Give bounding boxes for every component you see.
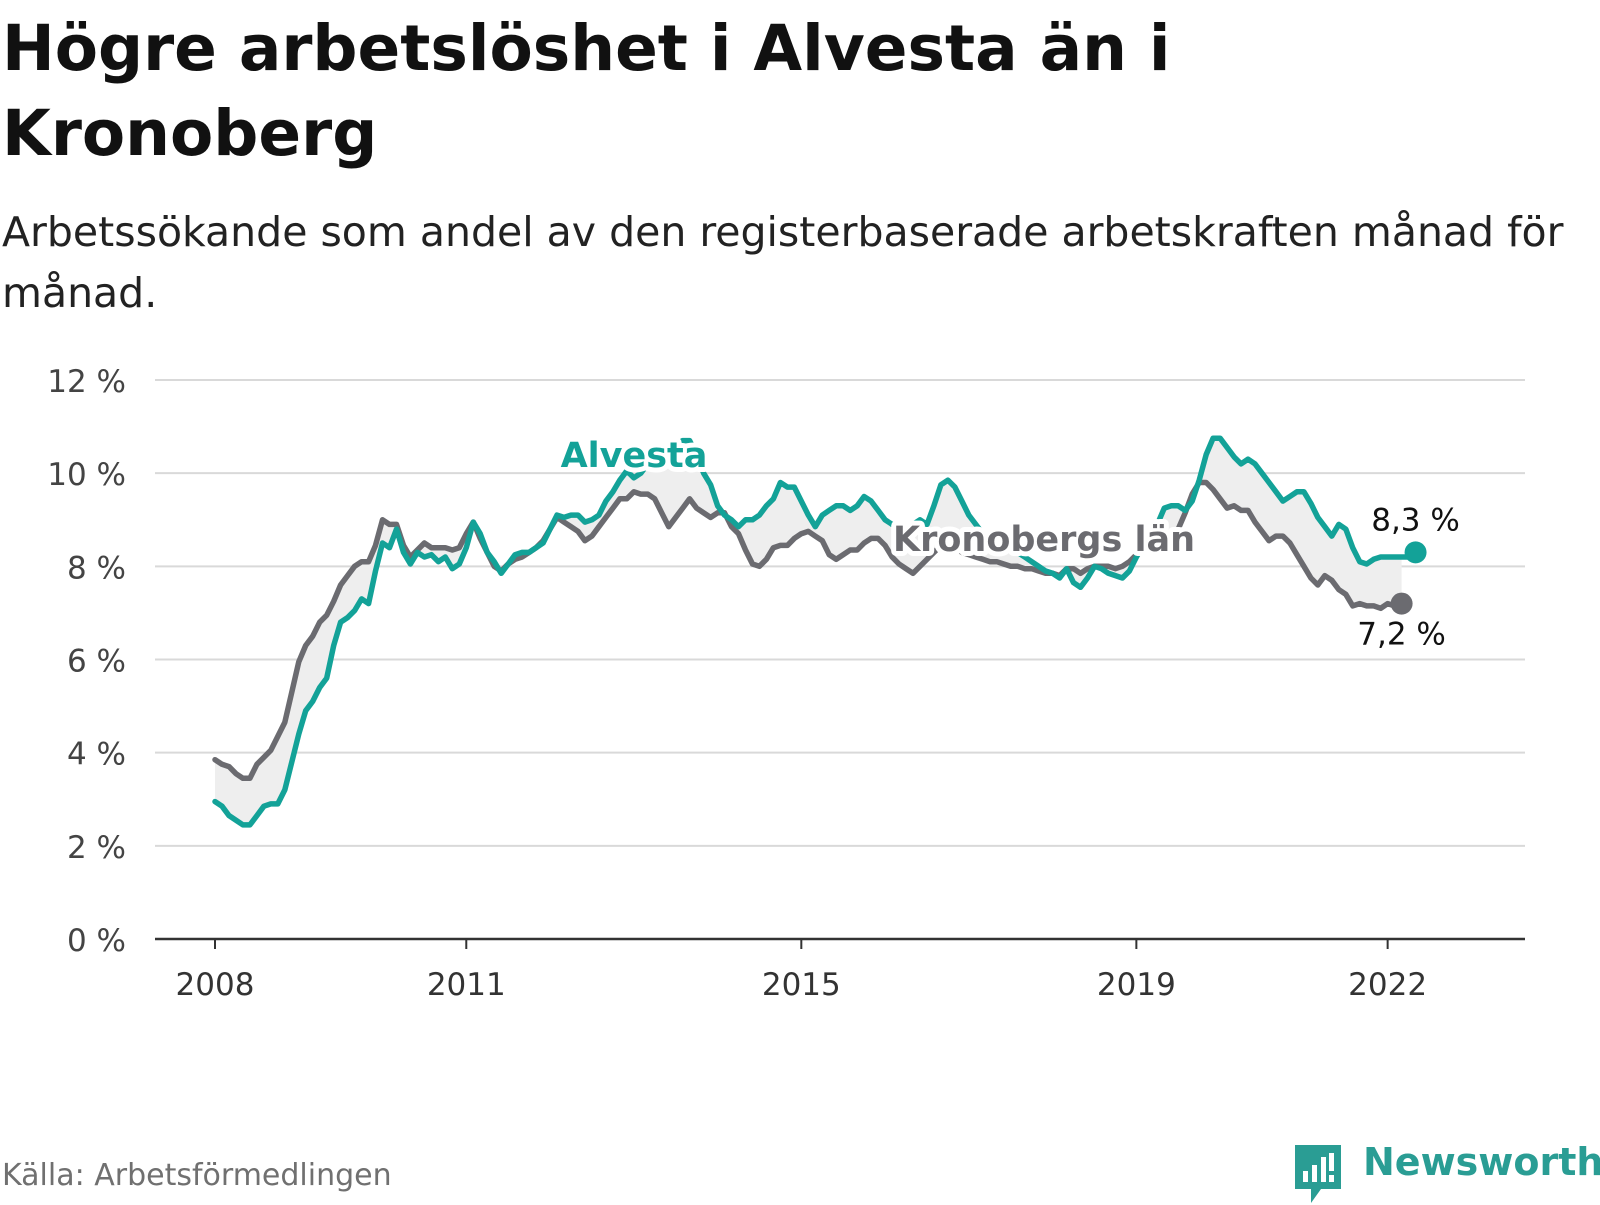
alvesta-series-label: Alvesta (561, 436, 708, 476)
y-tick-label: 12 % (47, 364, 126, 400)
chart-title: Högre arbetslöshet i Alvesta än i Kronob… (2, 12, 1171, 170)
y-tick-label: 6 % (67, 644, 126, 680)
kronoberg-series-label: Kronobergs län (893, 520, 1195, 560)
y-tick-label: 2 % (67, 830, 126, 866)
alvesta-end-label: 8,3 % (1371, 502, 1460, 538)
y-tick-label: 8 % (67, 550, 126, 586)
y-tick-label: 4 % (67, 737, 126, 773)
y-tick-label: 0 % (67, 923, 126, 959)
y-axis: 0 % 2 % 4 % 6 % 8 % 10 % 12 % (47, 364, 126, 959)
kronoberg-line (212, 479, 1405, 782)
alvesta-line (212, 435, 1419, 828)
source-note: Källa: Arbetsförmedlingen (2, 1158, 392, 1193)
x-tick-label: 2015 (762, 967, 841, 1003)
kronoberg-end-point (1390, 592, 1413, 615)
difference-band (215, 438, 1402, 825)
x-tick-label: 2011 (427, 967, 506, 1003)
band-area (215, 438, 1402, 825)
x-tick-label: 2019 (1097, 967, 1176, 1003)
line-chart: 0 % 2 % 4 % 6 % 8 % 10 % 12 % 8,3 % 7,2 % Alvest… (47, 364, 1525, 1003)
x-axis: 2008 2011 2015 2019 2022 (155, 937, 1525, 1003)
series-lines (212, 435, 1427, 828)
gridlines (155, 379, 1525, 847)
y-tick-label: 10 % (47, 457, 126, 493)
newsworthy-logo-icon (1295, 1145, 1341, 1203)
series-labels: 8,3 % 7,2 % Alvesta Kronobergs län (556, 431, 1460, 653)
brand-name: Newsworthy (1363, 1140, 1600, 1184)
x-tick-label: 2022 (1348, 967, 1427, 1003)
alvesta-end-point (1404, 541, 1427, 564)
chart-subtitle: Arbetssökande som andel av den registerb… (2, 208, 1564, 317)
x-tick-label: 2008 (176, 967, 255, 1003)
kronoberg-end-label: 7,2 % (1357, 617, 1446, 653)
